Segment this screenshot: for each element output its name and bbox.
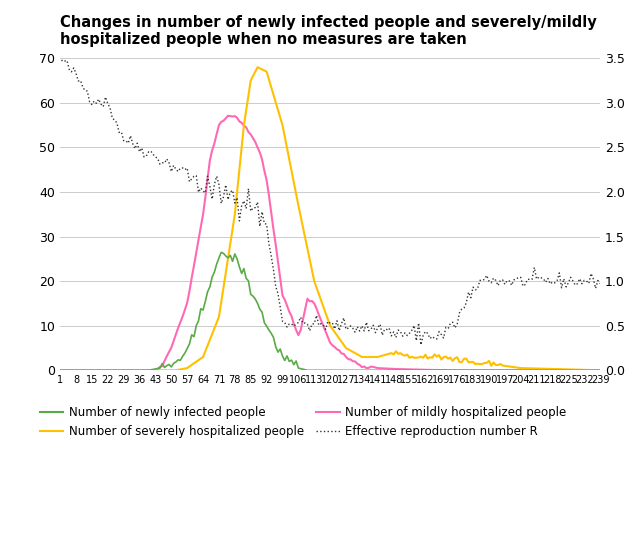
Effective reproduction number R	[299, 320, 307, 326]
Number of newly infected people	[145, 367, 152, 374]
Effective reproduction number R	[472, 287, 479, 293]
Line: Effective reproduction number R: Effective reproduction number R	[60, 57, 600, 345]
Number of severely hospitalized people	[170, 367, 177, 374]
Number of severely hospitalized people	[56, 367, 64, 374]
Number of newly infected people	[170, 360, 177, 367]
Number of newly infected people	[301, 366, 309, 373]
Number of mildly hospitalized people	[145, 367, 152, 374]
Number of mildly hospitalized people	[224, 113, 232, 119]
Number of mildly hospitalized people	[56, 367, 64, 374]
Effective reproduction number R	[540, 276, 547, 282]
Number of mildly hospitalized people	[127, 367, 134, 374]
Number of mildly hospitalized people	[301, 306, 309, 313]
Number of severely hospitalized people	[596, 367, 604, 374]
Text: Changes in number of newly infected people and severely/mildly
hospitalized peop: Changes in number of newly infected peop…	[60, 15, 597, 48]
Effective reproduction number R	[145, 148, 152, 155]
Effective reproduction number R	[170, 162, 177, 169]
Effective reproduction number R	[596, 280, 604, 287]
Line: Number of severely hospitalized people: Number of severely hospitalized people	[60, 67, 600, 370]
Number of mildly hospitalized people	[170, 338, 177, 344]
Number of newly infected people	[596, 367, 604, 374]
Number of mildly hospitalized people	[472, 367, 479, 374]
Number of severely hospitalized people	[301, 235, 309, 241]
Number of severely hospitalized people	[253, 64, 261, 71]
Effective reproduction number R	[417, 342, 425, 348]
Number of severely hospitalized people	[145, 367, 152, 374]
Number of severely hospitalized people	[127, 367, 134, 374]
Number of newly infected people	[472, 367, 479, 374]
Number of severely hospitalized people	[472, 361, 479, 367]
Effective reproduction number R	[56, 53, 64, 60]
Line: Number of mildly hospitalized people: Number of mildly hospitalized people	[60, 116, 600, 370]
Number of severely hospitalized people	[540, 365, 547, 372]
Legend: Number of newly infected people, Number of severely hospitalized people, Number : Number of newly infected people, Number …	[35, 401, 572, 442]
Number of newly infected people	[127, 367, 134, 374]
Number of mildly hospitalized people	[540, 367, 547, 374]
Number of mildly hospitalized people	[596, 367, 604, 374]
Effective reproduction number R	[127, 132, 134, 139]
Number of newly infected people	[56, 367, 64, 374]
Number of newly infected people	[540, 367, 547, 374]
Line: Number of newly infected people: Number of newly infected people	[60, 253, 600, 370]
Number of newly infected people	[218, 249, 225, 256]
